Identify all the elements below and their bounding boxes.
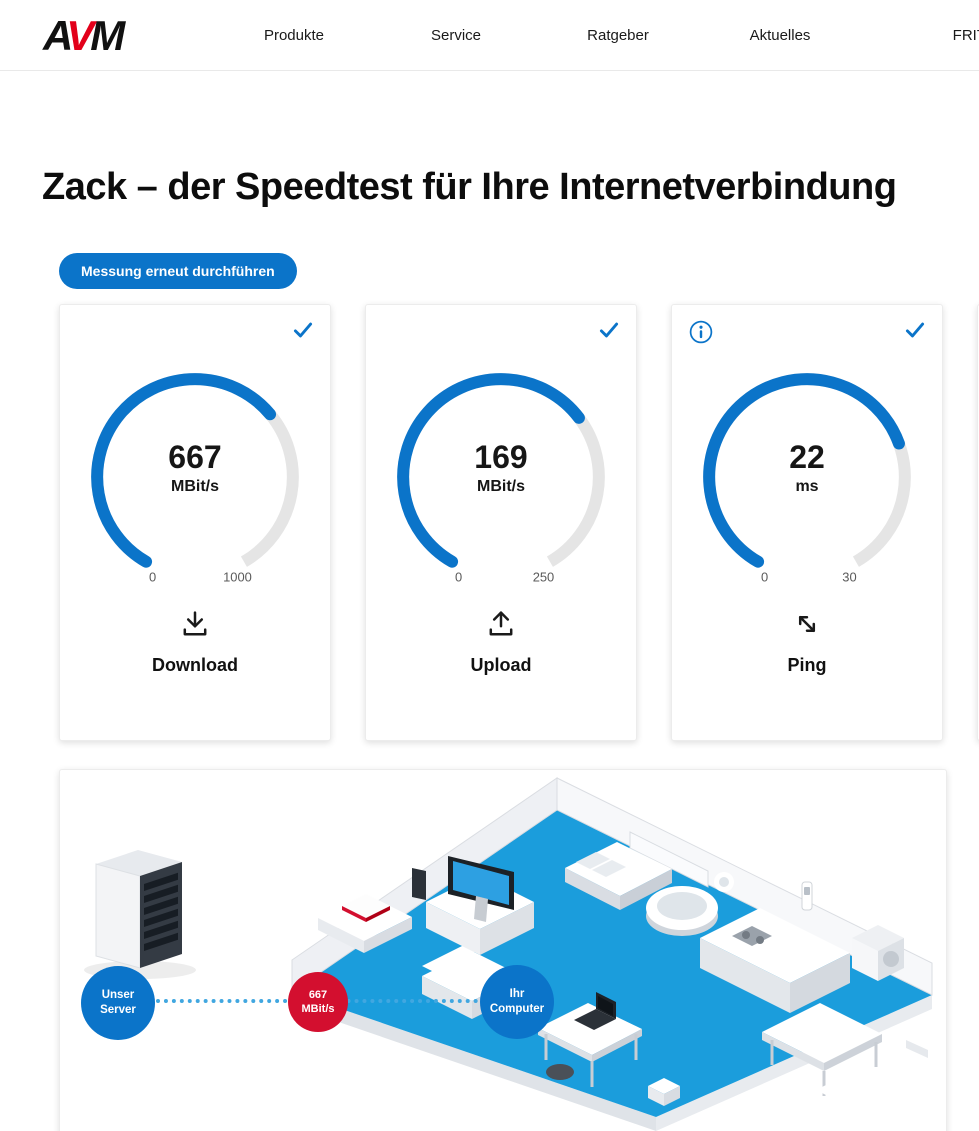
avm-logo[interactable]: AVM bbox=[42, 11, 128, 59]
upload-value: 169 bbox=[474, 438, 528, 475]
bathtub bbox=[646, 872, 734, 936]
dect-phone bbox=[801, 881, 813, 911]
upload-gauge: 0 250 169 MBit/s bbox=[381, 357, 621, 597]
result-card-ping: 0 30 22 ms Ping bbox=[671, 304, 943, 741]
desk bbox=[538, 1003, 642, 1087]
result-card-download: 0 1000 667 MBit/s Download bbox=[59, 304, 331, 741]
main-navigation: Produkte Service Ratgeber Aktuelles FRIT… bbox=[213, 27, 979, 44]
nav-item-ratgeber[interactable]: Ratgeber bbox=[587, 26, 649, 44]
download-icon bbox=[60, 607, 330, 641]
connection-illustration-card: Unser Server 667 MBit/s Ihr Computer bbox=[59, 769, 947, 1131]
upload-icon bbox=[366, 607, 636, 641]
result-card-upload: 0 250 169 MBit/s Upload bbox=[365, 304, 637, 741]
top-navbar: AVM Produkte Service Ratgeber Aktuelles … bbox=[0, 0, 979, 71]
computer-bubble-line2: Computer bbox=[489, 1003, 545, 1015]
gauge-max-label: 1000 bbox=[223, 569, 252, 584]
info-icon[interactable] bbox=[688, 319, 714, 345]
upload-unit: MBit/s bbox=[477, 477, 525, 495]
ping-value: 22 bbox=[789, 438, 825, 475]
gauge-min-label: 0 bbox=[455, 569, 462, 584]
download-gauge: 0 1000 667 MBit/s bbox=[75, 357, 315, 597]
nav-item-aktuelles[interactable]: Aktuelles bbox=[749, 26, 811, 44]
result-card-partial bbox=[977, 304, 979, 741]
nav-item-produkte[interactable]: Produkte bbox=[263, 26, 325, 44]
speed-bubble: 667 MBit/s bbox=[288, 972, 348, 1032]
office-chair bbox=[546, 1064, 574, 1080]
server-bubble-line1: Unser bbox=[101, 989, 135, 1002]
check-icon bbox=[905, 322, 925, 338]
gauge-min-label: 0 bbox=[149, 569, 156, 584]
gauge-min-label: 0 bbox=[761, 569, 768, 584]
ping-unit: ms bbox=[795, 477, 819, 495]
svg-text:AVM: AVM bbox=[42, 12, 126, 59]
server-rack bbox=[84, 850, 196, 979]
fritzbox bbox=[318, 894, 412, 953]
kitchen-counter bbox=[700, 908, 850, 1013]
download-value: 667 bbox=[168, 438, 222, 475]
laptop bbox=[574, 992, 616, 1030]
server-bubble-line2: Server bbox=[100, 1004, 136, 1016]
monitor bbox=[412, 856, 514, 922]
nav-item-fritz[interactable]: FRITZ! bbox=[952, 26, 979, 44]
ping-gauge: 0 30 22 ms bbox=[687, 357, 927, 597]
ping-icon bbox=[672, 607, 942, 641]
speed-bubble-unit: MBit/s bbox=[301, 1003, 335, 1015]
gauge-max-label: 30 bbox=[842, 569, 856, 584]
home-network-illustration bbox=[84, 777, 933, 1131]
washing-machine bbox=[852, 925, 904, 981]
computer-bubble: Ihr Computer bbox=[480, 965, 554, 1039]
speed-bubble-value: 667 bbox=[308, 988, 328, 1001]
results-row: 0 1000 667 MBit/s Download bbox=[0, 304, 979, 741]
computer-bubble-line1: Ihr bbox=[509, 988, 525, 1001]
download-label: Download bbox=[152, 655, 238, 675]
check-icon bbox=[293, 322, 313, 338]
smart-device bbox=[648, 1078, 680, 1106]
page-title: Zack – der Speedtest für Ihre Internetve… bbox=[42, 166, 897, 208]
server-bubble: Unser Server bbox=[81, 966, 155, 1040]
nav-item-service[interactable]: Service bbox=[430, 26, 482, 44]
gauge-max-label: 250 bbox=[533, 569, 555, 584]
bed bbox=[565, 842, 672, 910]
ping-label: Ping bbox=[787, 655, 827, 675]
check-icon bbox=[599, 322, 619, 338]
restart-measurement-button[interactable]: Messung erneut durchführen bbox=[59, 253, 297, 289]
dining-table bbox=[762, 1003, 928, 1100]
download-unit: MBit/s bbox=[171, 477, 219, 495]
upload-label: Upload bbox=[470, 655, 532, 675]
